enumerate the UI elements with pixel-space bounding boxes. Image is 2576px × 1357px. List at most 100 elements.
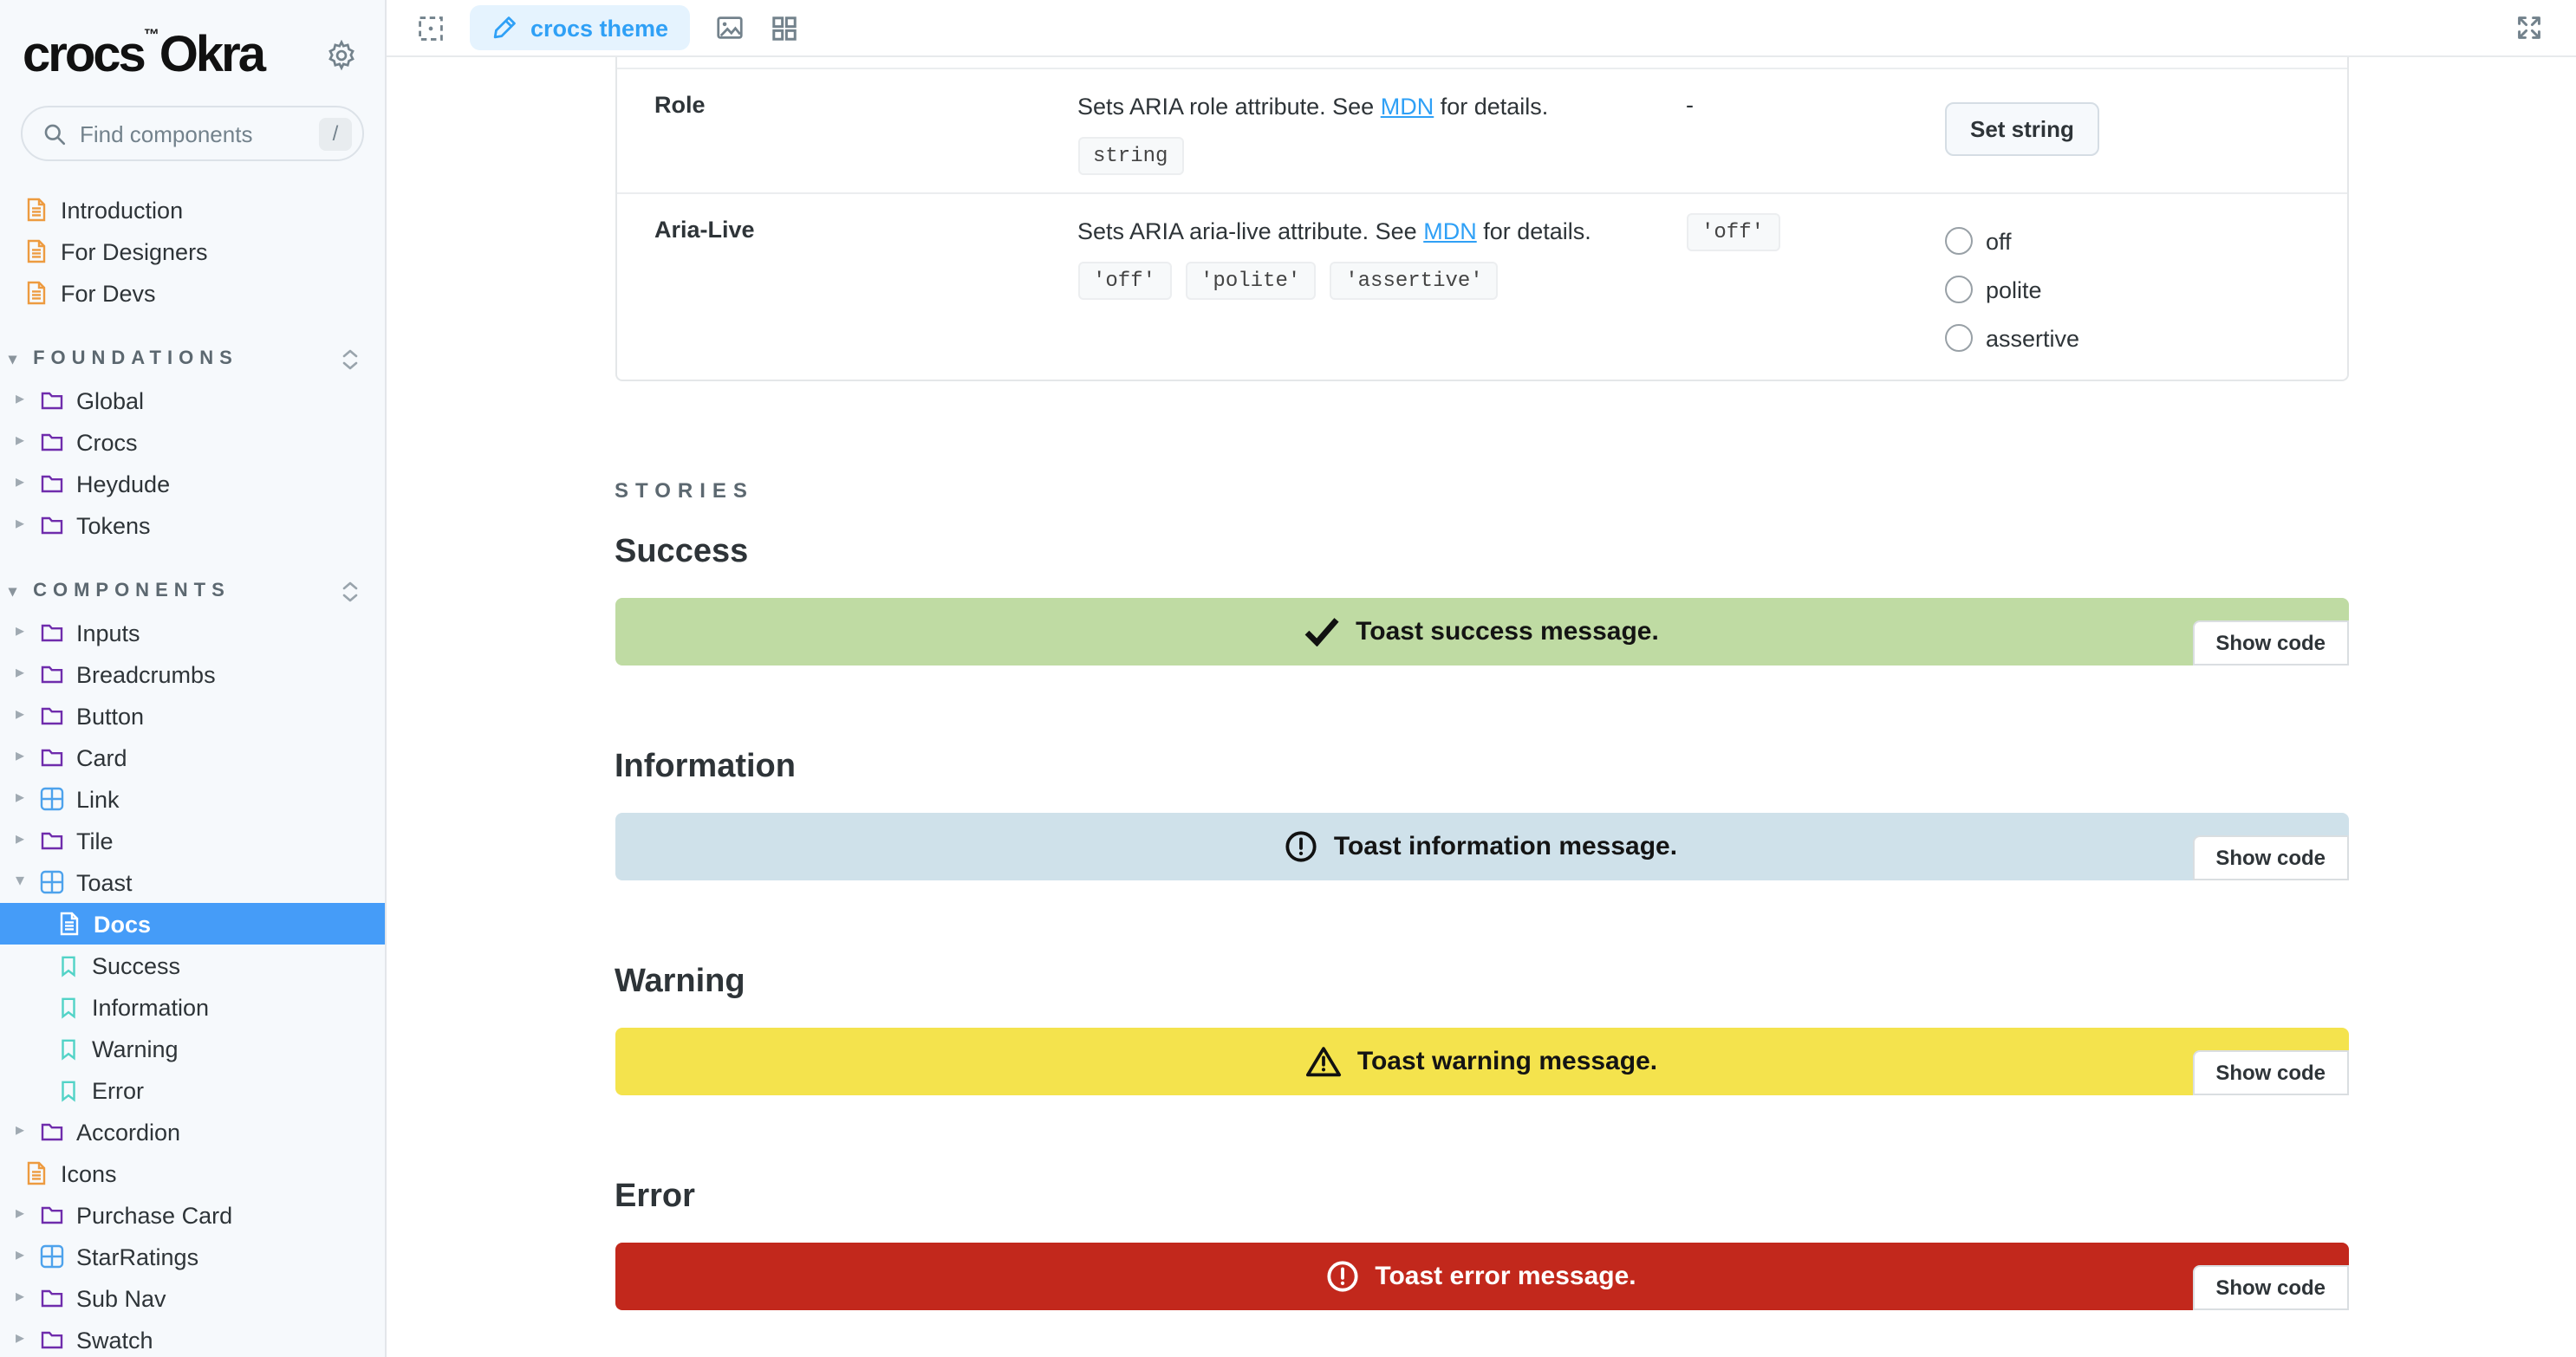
- fullscreen-icon[interactable]: [2507, 5, 2552, 50]
- type-chip: 'off': [1077, 262, 1172, 300]
- args-table: Role Sets ARIA role attribute. See MDN f…: [615, 57, 2348, 381]
- radio-option-off[interactable]: off: [1944, 217, 2315, 265]
- sidebar-item-inputs[interactable]: ▸ Inputs: [0, 612, 385, 653]
- settings-gear-icon[interactable]: [326, 39, 357, 70]
- folder-icon: [41, 832, 63, 850]
- show-code-button[interactable]: Show code: [2193, 620, 2348, 666]
- radio-icon[interactable]: [1944, 276, 1972, 303]
- story-heading: Information: [615, 749, 796, 785]
- section-header-components[interactable]: ▾ COMPONENTS: [0, 570, 385, 612]
- sidebar-item-starratings[interactable]: ▸ StarRatings: [0, 1236, 385, 1277]
- sidebar-item-for-designers[interactable]: For Designers: [0, 230, 385, 272]
- chevron-right-icon: ▸: [15, 705, 25, 724]
- arg-description: Sets ARIA role attribute. See MDN for de…: [1039, 69, 1644, 192]
- story-information: Information Toast information message. S…: [615, 749, 2348, 880]
- sidebar-item-toast[interactable]: ▾ Toast: [0, 861, 385, 903]
- sidebar-item-accordion[interactable]: ▸ Accordion: [0, 1111, 385, 1152]
- sidebar-item-tile[interactable]: ▸ Tile: [0, 820, 385, 861]
- stories-section-label: STORIES: [615, 478, 754, 503]
- story-heading: Error: [615, 1178, 695, 1215]
- docs-canvas: Role Sets ARIA role attribute. See MDN f…: [387, 57, 2576, 1357]
- args-row-role: Role Sets ARIA role attribute. See MDN f…: [616, 69, 2346, 194]
- show-code-button[interactable]: Show code: [2193, 835, 2348, 880]
- sidebar-item-breadcrumbs[interactable]: ▸ Breadcrumbs: [0, 653, 385, 695]
- component-icon: [40, 787, 64, 811]
- folder-icon: [41, 475, 63, 493]
- sidebar-item-toast-warning[interactable]: Warning: [0, 1028, 385, 1069]
- chevron-down-icon: ▾: [9, 581, 23, 599]
- radio-option-assertive[interactable]: assertive: [1944, 314, 2315, 362]
- sidebar-item-toast-success[interactable]: Success: [0, 945, 385, 986]
- sidebar-item-toast-information[interactable]: Information: [0, 986, 385, 1028]
- theme-selector-button[interactable]: crocs theme: [470, 5, 690, 50]
- sidebar-item-crocs[interactable]: ▸ Crocs: [0, 421, 385, 463]
- bookmark-icon: [62, 1038, 75, 1060]
- sidebar-nav: Introduction For Designers For Devs ▾ FO…: [0, 161, 385, 1357]
- arg-description: Sets ARIA aria-live attribute. See MDN f…: [1039, 194, 1644, 380]
- arg-default: 'off': [1644, 194, 1906, 380]
- sidebar-item-tokens[interactable]: ▸ Tokens: [0, 504, 385, 546]
- info-icon: [1286, 831, 1317, 862]
- sidebar: crocs™Okra Find components / Introductio…: [0, 0, 387, 1357]
- brand-logo[interactable]: crocs™Okra: [23, 26, 266, 83]
- arg-default: -: [1686, 92, 1694, 118]
- outline-tool-icon[interactable]: [407, 5, 452, 50]
- chevron-right-icon: ▸: [15, 1204, 25, 1224]
- folder-icon: [41, 1289, 63, 1308]
- sidebar-item-global[interactable]: ▸ Global: [0, 380, 385, 421]
- sidebar-item-sub-nav[interactable]: ▸ Sub Nav: [0, 1277, 385, 1319]
- toast-information-preview: Toast information message. Show code: [615, 813, 2348, 880]
- error-icon: [1327, 1261, 1358, 1292]
- sidebar-item-purchase-card[interactable]: ▸ Purchase Card: [0, 1194, 385, 1236]
- sidebar-item-button[interactable]: ▸ Button: [0, 695, 385, 737]
- section-header-foundations[interactable]: ▾ FOUNDATIONS: [0, 338, 385, 380]
- sidebar-item-introduction[interactable]: Introduction: [0, 189, 385, 230]
- set-string-button[interactable]: Set string: [1944, 102, 2100, 156]
- sidebar-item-toast-docs[interactable]: Docs: [0, 903, 385, 945]
- image-tool-icon[interactable]: [706, 5, 751, 50]
- chevron-right-icon: ▸: [15, 789, 25, 808]
- folder-icon: [41, 433, 63, 451]
- mdn-link[interactable]: MDN: [1380, 94, 1434, 120]
- radio-icon[interactable]: [1944, 227, 1972, 255]
- type-chip: 'polite': [1185, 262, 1317, 300]
- story-error: Error Toast error message. Show code: [615, 1178, 2348, 1310]
- toast-error-preview: Toast error message. Show code: [615, 1243, 2348, 1310]
- args-row-aria-live: Aria-Live Sets ARIA aria-live attribute.…: [616, 194, 2346, 380]
- sidebar-header: crocs™Okra: [0, 0, 385, 81]
- show-code-button[interactable]: Show code: [2193, 1265, 2348, 1310]
- search-input[interactable]: Find components /: [21, 106, 364, 161]
- docs-content: Role Sets ARIA role attribute. See MDN f…: [615, 57, 2348, 1310]
- radio-icon[interactable]: [1944, 324, 1972, 352]
- mdn-link[interactable]: MDN: [1423, 218, 1477, 244]
- chevron-right-icon: ▸: [15, 515, 25, 534]
- show-code-button[interactable]: Show code: [2193, 1050, 2348, 1095]
- folder-icon: [41, 1331, 63, 1349]
- doc-icon: [27, 198, 46, 222]
- folder-icon: [41, 1206, 63, 1224]
- default-chip: 'off': [1686, 213, 1780, 251]
- sidebar-item-heydude[interactable]: ▸ Heydude: [0, 463, 385, 504]
- doc-icon: [27, 281, 46, 305]
- folder-icon: [41, 624, 63, 642]
- args-table-clipped-row: [616, 57, 2346, 69]
- sidebar-item-for-devs[interactable]: For Devs: [0, 272, 385, 314]
- chevron-right-icon: ▸: [15, 1288, 25, 1307]
- collapse-all-icon[interactable]: [340, 347, 361, 370]
- sidebar-item-swatch[interactable]: ▸ Swatch: [0, 1319, 385, 1357]
- sidebar-item-icons[interactable]: Icons: [0, 1152, 385, 1194]
- chevron-right-icon: ▸: [15, 1329, 25, 1348]
- radio-option-polite[interactable]: polite: [1944, 265, 2315, 314]
- chevron-down-icon: ▾: [9, 349, 23, 367]
- sidebar-item-toast-error[interactable]: Error: [0, 1069, 385, 1111]
- search-shortcut-badge: /: [319, 117, 352, 150]
- sidebar-item-card[interactable]: ▸ Card: [0, 737, 385, 778]
- chevron-right-icon: ▸: [15, 1121, 25, 1140]
- search-icon: [44, 123, 66, 145]
- collapse-all-icon[interactable]: [340, 580, 361, 602]
- sidebar-item-link[interactable]: ▸ Link: [0, 778, 385, 820]
- paintbrush-icon: [493, 16, 516, 38]
- warning-icon: [1305, 1047, 1341, 1077]
- toast-warning-preview: Toast warning message. Show code: [615, 1028, 2348, 1095]
- grid-tool-icon[interactable]: [762, 5, 807, 50]
